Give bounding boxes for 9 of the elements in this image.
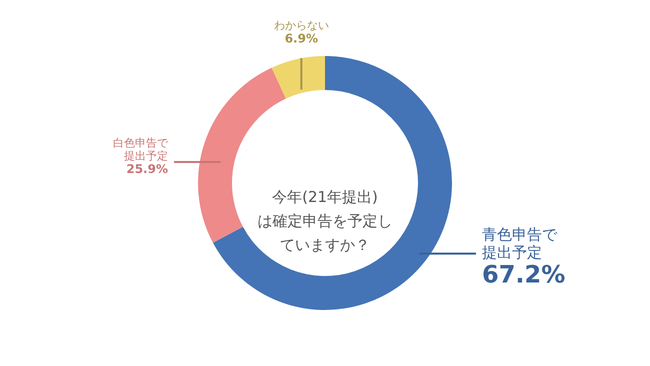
slice-label: 白色申告で提出予定 — [113, 136, 169, 163]
donut-slice — [272, 56, 325, 99]
slice-label: 青色申告で提出予定 — [482, 226, 558, 262]
data-label: 6.9% — [284, 32, 318, 46]
data-label: 67.2% — [482, 260, 566, 289]
slice-label: わからない — [274, 19, 329, 32]
donut-slice — [212, 56, 452, 310]
data-label: 25.9% — [126, 162, 168, 176]
text: 今年(21年提出)は確定申告を予定していますか？ — [258, 188, 392, 254]
